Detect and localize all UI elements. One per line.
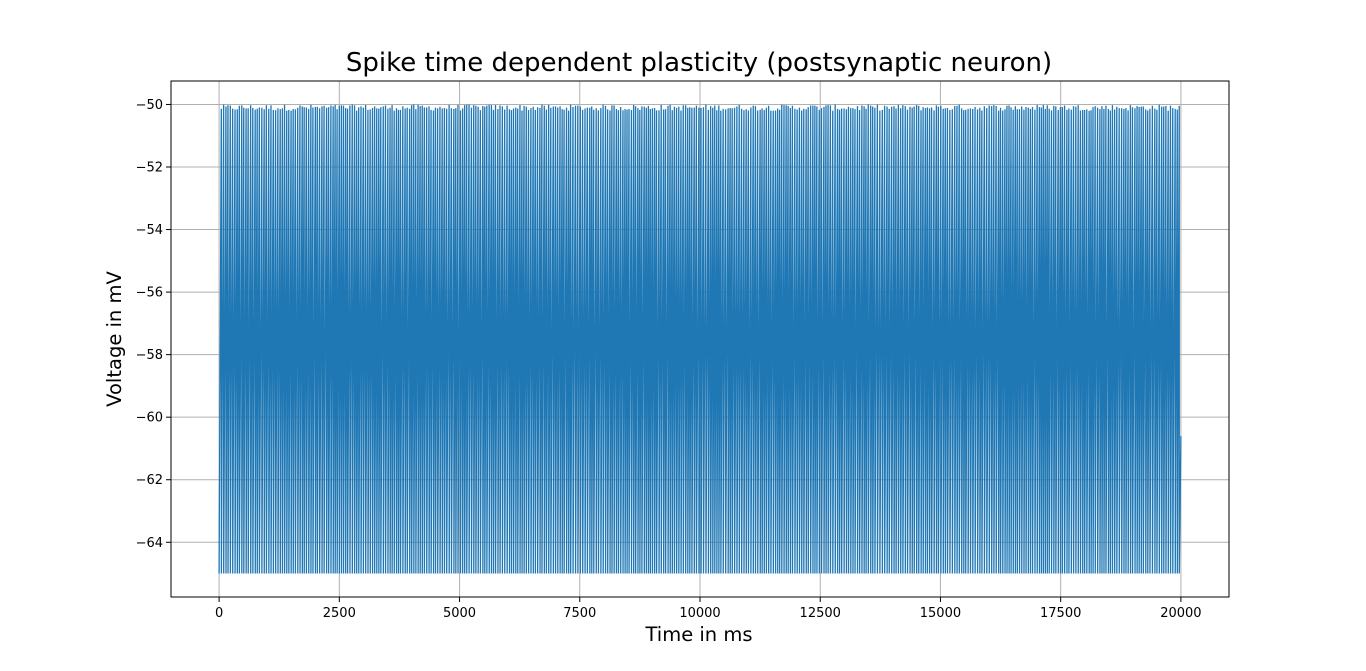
x-tick: 12500 xyxy=(800,597,841,621)
x-tick-label: 2500 xyxy=(323,606,356,621)
y-axis: −64 −62 −60 −58 −56 −54 −52 −50 xyxy=(136,98,171,551)
x-axis-label: Time in ms xyxy=(644,623,752,646)
x-tick: 0 xyxy=(215,597,223,621)
y-tick: −64 xyxy=(136,536,171,551)
x-tick-label: 20000 xyxy=(1160,606,1201,621)
x-tick-label: 0 xyxy=(215,606,223,621)
x-tick-label: 7500 xyxy=(563,606,596,621)
y-tick-label: −54 xyxy=(136,223,163,238)
y-axis-label: Voltage in mV xyxy=(103,271,126,407)
x-tick-label: 10000 xyxy=(679,606,720,621)
x-tick: 10000 xyxy=(679,597,721,621)
x-tick: 5000 xyxy=(443,597,476,621)
y-tick: −56 xyxy=(136,286,171,301)
x-tick-label: 17500 xyxy=(1040,606,1081,621)
x-tick: 2500 xyxy=(323,597,356,621)
x-tick: 17500 xyxy=(1040,597,1081,621)
x-tick: 20000 xyxy=(1160,597,1202,621)
x-tick: 15000 xyxy=(920,597,961,621)
voltage-trace xyxy=(218,104,1182,574)
x-axis: 0 2500 5000 7500 10000 12500 15000 17500 20000 xyxy=(215,597,1202,621)
y-tick: −62 xyxy=(136,473,171,488)
y-tick-label: −52 xyxy=(136,161,163,176)
y-tick-label: −64 xyxy=(136,536,163,551)
y-tick-label: −58 xyxy=(136,348,163,363)
y-tick-label: −62 xyxy=(136,473,163,488)
x-tick-label: 5000 xyxy=(443,606,476,621)
y-tick: −58 xyxy=(136,348,171,363)
y-tick-label: −56 xyxy=(136,286,163,301)
y-tick-label: −60 xyxy=(136,411,163,426)
chart-title: Spike time dependent plasticity (postsyn… xyxy=(346,48,1052,78)
y-tick: −60 xyxy=(136,411,171,426)
y-tick: −54 xyxy=(136,223,171,238)
y-tick-label: −50 xyxy=(136,98,163,113)
y-tick: −52 xyxy=(136,161,171,176)
x-tick: 7500 xyxy=(563,597,596,621)
x-tick-label: 15000 xyxy=(920,606,961,621)
x-tick-label: 12500 xyxy=(800,606,841,621)
y-tick: −50 xyxy=(136,98,171,113)
